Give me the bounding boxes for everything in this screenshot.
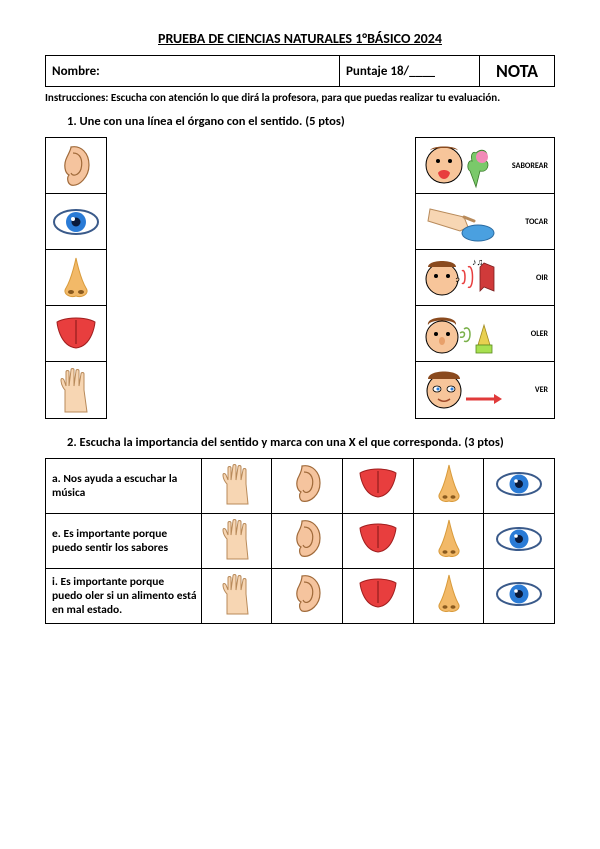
organ-ear[interactable]	[46, 138, 106, 194]
smell-icon	[420, 309, 506, 359]
choice-eye[interactable]	[484, 459, 555, 514]
eye-icon	[494, 579, 544, 609]
hand-icon	[217, 517, 257, 561]
tongue-icon	[356, 522, 400, 556]
tongue-icon	[356, 577, 400, 611]
sense-oler[interactable]: OLER	[416, 306, 554, 362]
tongue-icon	[356, 467, 400, 501]
ear-icon	[290, 463, 324, 505]
choice-hand[interactable]	[201, 569, 272, 624]
taste-icon	[420, 141, 506, 191]
row-text: i. Es importante porque puedo oler si un…	[46, 569, 202, 624]
hand-icon	[217, 572, 257, 616]
organ-tongue[interactable]	[46, 306, 106, 362]
choice-ear[interactable]	[272, 459, 343, 514]
question-1: 1. Une con una línea el órgano con el se…	[67, 114, 555, 129]
eye-icon	[51, 206, 101, 238]
nombre-cell[interactable]: Nombre:	[46, 56, 340, 87]
table-row: a. Nos ayuda a escuchar la música	[46, 459, 555, 514]
nose-icon	[431, 462, 467, 506]
puntaje-cell[interactable]: Puntaje 18/____	[340, 56, 480, 87]
tongue-icon	[53, 316, 99, 352]
choice-nose[interactable]	[413, 569, 484, 624]
nota-cell[interactable]: NOTA	[480, 56, 555, 87]
page-title: PRUEBA DE CIENCIAS NATURALES 1°BÁSICO 20…	[45, 30, 555, 47]
sense-label: SABOREAR	[512, 162, 548, 170]
touch-icon	[420, 197, 506, 247]
sense-label: OIR	[536, 274, 548, 282]
choice-ear[interactable]	[272, 569, 343, 624]
see-icon	[420, 365, 506, 415]
sense-oir[interactable]: ♪♫ OIR	[416, 250, 554, 306]
table-row: i. Es importante porque puedo oler si un…	[46, 569, 555, 624]
choice-hand[interactable]	[201, 459, 272, 514]
choice-hand[interactable]	[201, 514, 272, 569]
choice-eye[interactable]	[484, 514, 555, 569]
question-2: 2. Escucha la importancia del sentido y …	[67, 435, 555, 450]
nose-icon	[431, 517, 467, 561]
match-exercise: SABOREAR TOCAR ♪♫ OIR	[45, 137, 555, 419]
hand-icon	[217, 462, 257, 506]
sense-saborear[interactable]: SABOREAR	[416, 138, 554, 194]
hand-icon	[55, 366, 97, 414]
sense-label: VER	[535, 386, 548, 394]
table-row: e. Es importante porque puedo sentir los…	[46, 514, 555, 569]
row-text: e. Es importante porque puedo sentir los…	[46, 514, 202, 569]
q2-table: a. Nos ayuda a escuchar la músicae. Es i…	[45, 458, 555, 624]
sense-label: OLER	[531, 330, 548, 338]
organ-nose[interactable]	[46, 250, 106, 306]
ear-icon	[290, 573, 324, 615]
header-table: Nombre: Puntaje 18/____ NOTA	[45, 55, 555, 87]
sense-label: TOCAR	[525, 218, 548, 226]
choice-eye[interactable]	[484, 569, 555, 624]
ear-icon	[57, 143, 95, 189]
organ-column	[45, 137, 107, 419]
choice-nose[interactable]	[413, 459, 484, 514]
eye-icon	[494, 524, 544, 554]
sense-ver[interactable]: VER	[416, 362, 554, 418]
hear-icon: ♪♫	[420, 253, 506, 303]
nose-icon	[431, 572, 467, 616]
svg-text:♪♫: ♪♫	[472, 257, 483, 268]
organ-hand[interactable]	[46, 362, 106, 418]
organ-eye[interactable]	[46, 194, 106, 250]
choice-tongue[interactable]	[343, 514, 414, 569]
nose-icon	[56, 254, 96, 302]
sense-tocar[interactable]: TOCAR	[416, 194, 554, 250]
row-text: a. Nos ayuda a escuchar la música	[46, 459, 202, 514]
choice-nose[interactable]	[413, 514, 484, 569]
choice-tongue[interactable]	[343, 459, 414, 514]
sense-column: SABOREAR TOCAR ♪♫ OIR	[415, 137, 555, 419]
eye-icon	[494, 469, 544, 499]
choice-ear[interactable]	[272, 514, 343, 569]
instructions: Instrucciones: Escucha con atención lo q…	[45, 91, 555, 104]
choice-tongue[interactable]	[343, 569, 414, 624]
ear-icon	[290, 518, 324, 560]
